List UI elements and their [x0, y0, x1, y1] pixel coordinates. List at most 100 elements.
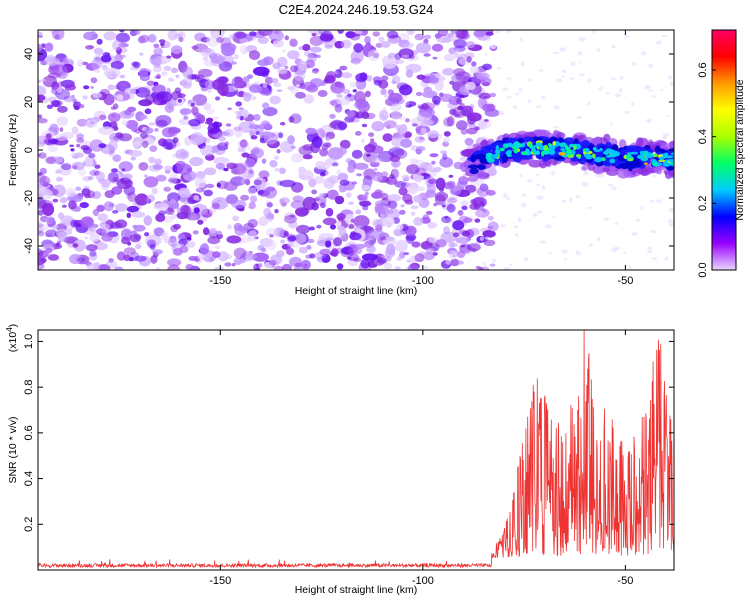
noise-speck — [400, 138, 413, 148]
noise-speck — [279, 179, 296, 188]
noise-speck — [123, 254, 131, 262]
noise-speck — [451, 254, 457, 258]
noise-speck — [429, 153, 439, 158]
noise-speck — [154, 101, 160, 105]
noise-speck — [603, 217, 610, 221]
noise-speck — [317, 90, 328, 97]
noise-speck — [319, 148, 329, 157]
noise-speck — [469, 66, 480, 74]
noise-speck — [179, 151, 188, 158]
noise-speck — [386, 124, 391, 130]
noise-speck — [650, 229, 657, 234]
signal-hotspot — [585, 155, 593, 160]
noise-speck — [342, 89, 351, 94]
noise-speck — [306, 244, 312, 250]
noise-speck — [578, 37, 586, 42]
noise-speck — [438, 30, 448, 36]
noise-speck — [449, 108, 457, 116]
noise-speck — [84, 155, 94, 168]
noise-speck — [93, 47, 104, 55]
noise-speck — [321, 163, 330, 171]
noise-speck — [189, 156, 204, 167]
noise-speck — [350, 218, 355, 223]
signal-hotspot — [576, 153, 582, 158]
noise-speck — [74, 152, 85, 158]
noise-speck — [336, 93, 343, 98]
noise-speck — [303, 51, 312, 57]
noise-speck — [390, 103, 402, 112]
noise-speck — [609, 122, 614, 126]
noise-speck — [206, 108, 215, 115]
noise-speck — [339, 139, 351, 149]
noise-speck — [226, 235, 242, 244]
noise-speck — [474, 218, 481, 223]
signal-core — [619, 149, 626, 156]
noise-speck — [38, 152, 47, 159]
noise-speck — [182, 66, 193, 79]
noise-speck — [197, 68, 213, 78]
noise-speck — [167, 30, 178, 41]
snr-xtick-label: -50 — [617, 575, 633, 587]
noise-speck — [85, 119, 98, 128]
noise-speck — [241, 152, 250, 158]
noise-speck — [619, 75, 624, 81]
noise-speck — [350, 57, 362, 65]
noise-speck — [394, 266, 401, 270]
noise-speck — [329, 100, 338, 106]
noise-speck — [651, 175, 658, 178]
noise-speck — [244, 178, 251, 186]
noise-speck — [295, 224, 311, 234]
noise-speck — [186, 240, 196, 248]
noise-speck — [274, 209, 279, 214]
signal-core — [475, 154, 486, 160]
noise-speck — [92, 92, 102, 99]
noise-speck — [118, 42, 129, 48]
signal-core — [614, 159, 620, 167]
noise-speck — [477, 186, 490, 197]
noise-speck — [341, 246, 354, 255]
noise-speck — [38, 118, 48, 124]
noise-speck — [348, 201, 354, 205]
noise-speck — [86, 263, 101, 270]
noise-speck — [441, 215, 451, 224]
noise-speck — [669, 81, 674, 86]
noise-speck — [67, 98, 73, 103]
snr-ytick-label: 0.4 — [23, 471, 35, 486]
noise-speck — [624, 110, 630, 114]
snr-panel: -150 -100 -50 0.2 0.4 0.6 0.8 1.0 Height of str… — [5, 324, 675, 596]
noise-speck — [338, 97, 351, 106]
noise-speck — [425, 176, 436, 188]
noise-speck — [449, 80, 455, 85]
noise-speck — [651, 95, 656, 98]
noise-speck — [52, 30, 65, 41]
noise-speck — [392, 75, 401, 85]
noise-speck — [465, 41, 476, 49]
noise-speck — [414, 253, 425, 263]
noise-speck — [414, 33, 425, 41]
noise-speck — [340, 39, 352, 49]
noise-speck — [239, 139, 248, 148]
snr-xtick-label: -100 — [412, 575, 434, 587]
noise-speck — [423, 53, 431, 57]
noise-speck — [227, 107, 232, 111]
noise-speck — [514, 92, 520, 96]
noise-speck — [179, 108, 192, 115]
noise-speck — [216, 182, 221, 188]
noise-speck — [161, 138, 177, 150]
noise-speck — [212, 79, 225, 91]
noise-speck — [498, 110, 505, 116]
noise-speck — [276, 149, 281, 154]
noise-speck — [164, 103, 175, 113]
signal-hotspot — [502, 143, 509, 149]
noise-speck — [523, 257, 529, 262]
noise-speck — [562, 199, 566, 204]
signal-hotspot — [535, 142, 543, 147]
noise-speck — [473, 30, 486, 38]
noise-speck — [112, 210, 119, 214]
noise-speck — [338, 82, 345, 89]
noise-speck — [295, 91, 306, 99]
noise-speck — [373, 168, 378, 171]
noise-speck — [42, 181, 49, 188]
noise-speck — [430, 117, 437, 122]
noise-speck — [178, 98, 182, 103]
